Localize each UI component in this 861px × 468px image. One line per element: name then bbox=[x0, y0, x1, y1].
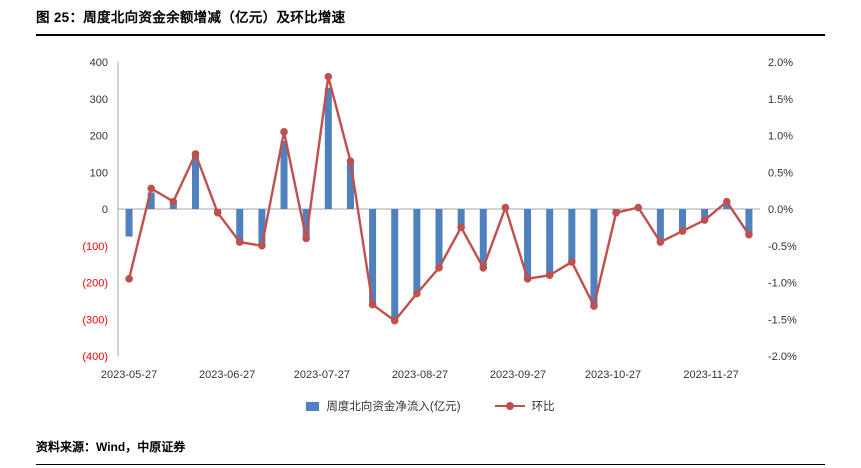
right-axis-tick-label: 0.0% bbox=[768, 204, 793, 216]
ratio-line-marker bbox=[258, 241, 266, 250]
net-inflow-bar bbox=[391, 209, 399, 320]
ratio-line-marker bbox=[213, 208, 222, 217]
net-inflow-bar bbox=[280, 141, 288, 209]
x-axis-tick-label: 2023-10-27 bbox=[585, 369, 641, 381]
net-inflow-bar bbox=[479, 209, 487, 268]
figure-title: 图 25：周度北向资金余额增减（亿元）及环比增速 bbox=[36, 10, 346, 25]
left-axis-tick-label: 300 bbox=[90, 94, 108, 106]
ratio-line-marker bbox=[191, 150, 200, 158]
ratio-line-marker bbox=[568, 258, 576, 266]
ratio-line-marker bbox=[678, 227, 687, 235]
net-inflow-bar bbox=[568, 209, 576, 263]
ratio-line-marker bbox=[590, 302, 598, 310]
left-axis-tick-label: (300) bbox=[82, 314, 108, 326]
chart-legend: 周度北向资金净流入(亿元) 环比 bbox=[0, 398, 861, 414]
net-inflow-bar bbox=[745, 209, 753, 235]
left-axis-tick-label: (100) bbox=[82, 241, 108, 253]
net-inflow-bar bbox=[679, 209, 687, 232]
net-inflow-bar bbox=[369, 209, 377, 303]
legend-line-label: 环比 bbox=[531, 401, 555, 413]
ratio-line-marker bbox=[501, 203, 510, 212]
left-axis-tick-label: 0 bbox=[102, 204, 108, 216]
net-inflow-bar bbox=[457, 209, 465, 228]
ratio-line-marker bbox=[435, 264, 443, 272]
net-inflow-bar bbox=[147, 192, 155, 209]
right-axis-tick-label: -0.5% bbox=[768, 241, 797, 253]
x-axis-tick-label: 2023-09-27 bbox=[490, 369, 546, 381]
ratio-line-marker bbox=[368, 300, 377, 309]
ratio-line-marker bbox=[169, 197, 178, 206]
left-axis-tick-label: (400) bbox=[82, 351, 108, 363]
x-axis-tick-label: 2023-07-27 bbox=[294, 369, 350, 381]
right-axis-tick-label: 2.0% bbox=[768, 57, 793, 69]
ratio-line-marker bbox=[479, 264, 488, 272]
ratio-line-marker bbox=[722, 197, 731, 206]
line-swatch-icon bbox=[494, 402, 525, 410]
net-inflow-bar bbox=[701, 209, 709, 221]
left-axis-tick-label: 400 bbox=[90, 57, 108, 69]
right-axis-tick-label: 0.5% bbox=[768, 167, 793, 179]
net-inflow-bar bbox=[258, 209, 266, 244]
ratio-line-marker bbox=[125, 275, 133, 283]
ratio-line-marker bbox=[612, 208, 620, 217]
source-note: 资料来源：Wind，中原证券 bbox=[36, 438, 825, 465]
ratio-line-marker bbox=[545, 271, 554, 279]
combo-chart: 400 300 200 100 0 (100) (200) (300) (400) 2.0% 1.5… bbox=[82, 57, 797, 381]
net-inflow-bar bbox=[191, 155, 199, 209]
bar-swatch-icon bbox=[306, 401, 320, 411]
net-inflow-bar bbox=[524, 209, 532, 279]
source-text: 资料来源：Wind，中原证券 bbox=[36, 440, 186, 454]
right-axis-tick-label: 1.0% bbox=[768, 131, 793, 143]
x-axis-tick-label: 2023-06-27 bbox=[199, 369, 255, 381]
net-inflow-bar bbox=[324, 87, 332, 209]
net-inflow-bar bbox=[656, 209, 664, 243]
net-inflow-bar bbox=[169, 203, 177, 209]
ratio-line-marker bbox=[656, 238, 665, 246]
left-axis-tick-label: 200 bbox=[90, 131, 108, 143]
net-inflow-bar bbox=[125, 209, 133, 237]
x-axis-tick-label: 2023-05-27 bbox=[101, 369, 157, 381]
ratio-line-marker bbox=[390, 316, 399, 325]
x-axis-tick-label: 2023-08-27 bbox=[392, 369, 448, 381]
right-axis-tick-label: -1.0% bbox=[768, 278, 797, 290]
ratio-line-marker bbox=[235, 238, 244, 246]
ratio-line-marker bbox=[523, 275, 532, 283]
chart-area: 400 300 200 100 0 (100) (200) (300) (400) 2.0% 1.5… bbox=[82, 57, 797, 413]
left-axis-tick-label: 100 bbox=[90, 167, 108, 179]
line-marker-icon bbox=[505, 402, 514, 410]
net-inflow-bar bbox=[413, 209, 421, 294]
net-inflow-bar bbox=[236, 209, 244, 243]
ratio-line-marker bbox=[147, 184, 156, 193]
ratio-line-marker bbox=[700, 216, 709, 224]
right-axis-tick-label: -1.5% bbox=[768, 314, 797, 326]
ratio-line-marker bbox=[413, 289, 421, 298]
net-inflow-bar bbox=[346, 163, 354, 209]
ratio-line-marker bbox=[457, 223, 465, 232]
net-inflow-bar bbox=[302, 209, 310, 237]
ratio-line-marker bbox=[280, 128, 288, 136]
legend-item-line: 环比 bbox=[494, 398, 555, 414]
ratio-line bbox=[127, 75, 751, 322]
right-axis-tick-label: 1.5% bbox=[768, 94, 793, 106]
ratio-line-marker bbox=[634, 203, 643, 212]
ratio-line-marker bbox=[745, 230, 753, 239]
right-axis-tick-label: -2.0% bbox=[768, 351, 797, 363]
legend-item-bar: 周度北向资金净流入(亿元) bbox=[306, 398, 461, 414]
net-inflow-bar bbox=[435, 209, 443, 268]
left-axis-tick-label: (200) bbox=[82, 278, 108, 290]
net-inflow-bar bbox=[546, 209, 554, 276]
net-inflow-bar bbox=[723, 203, 731, 209]
ratio-line-marker bbox=[324, 72, 333, 81]
legend-bar-label: 周度北向资金净流入(亿元) bbox=[326, 401, 461, 413]
x-axis-tick-label: 2023-11-27 bbox=[683, 369, 738, 381]
ratio-line-marker bbox=[346, 157, 355, 166]
ratio-line-marker bbox=[302, 234, 310, 243]
net-inflow-bar bbox=[590, 209, 598, 307]
figure-header: 图 25：周度北向资金余额增减（亿元）及环比增速 bbox=[36, 6, 825, 36]
